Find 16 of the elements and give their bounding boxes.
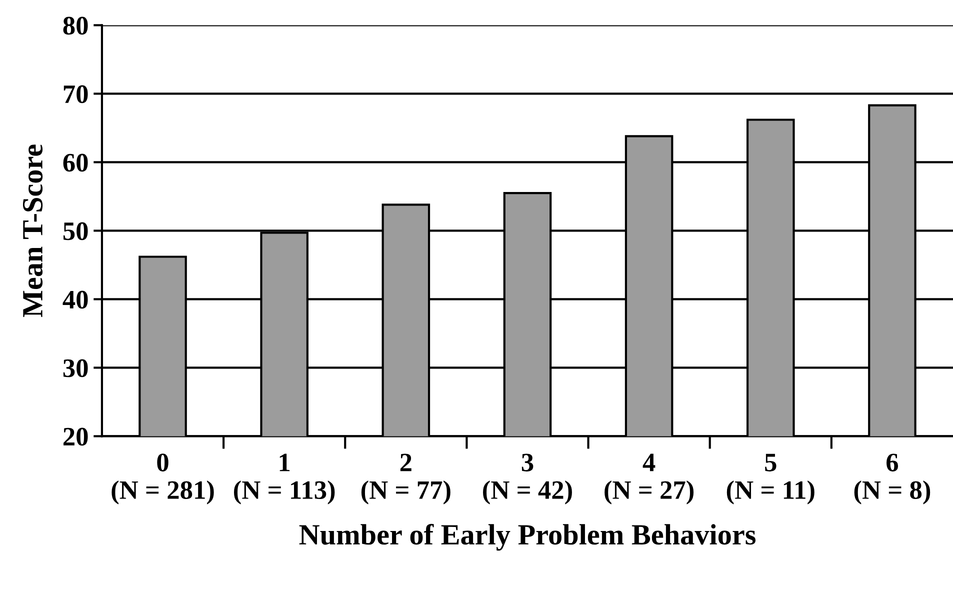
x-tick-label: 4 (N = 27)	[604, 454, 694, 504]
x-tick-label: 6 (N = 8)	[854, 454, 930, 504]
x-tick-label: 5 (N = 11)	[726, 454, 814, 504]
y-tick-label: 20	[63, 428, 88, 446]
y-tick-label: 60	[63, 154, 88, 172]
y-tick-label: 40	[62, 290, 88, 309]
x-tick-label: 3 (N = 42)	[483, 454, 572, 504]
y-tick-label: 80	[63, 16, 88, 35]
x-tick-label: 0 (N = 281)	[112, 454, 214, 504]
y-tick-label: 50	[63, 222, 88, 240]
y-tick-label: 30	[63, 359, 88, 378]
x-tick-label: 1 (N = 113)	[234, 454, 335, 504]
y-axis-title: Mean T-Score	[22, 144, 43, 318]
x-tick-label: 2 (N = 77)	[361, 454, 450, 504]
x-axis-title: Number of Early Problem Behaviors	[299, 524, 756, 551]
y-tick-label: 70	[64, 85, 88, 104]
